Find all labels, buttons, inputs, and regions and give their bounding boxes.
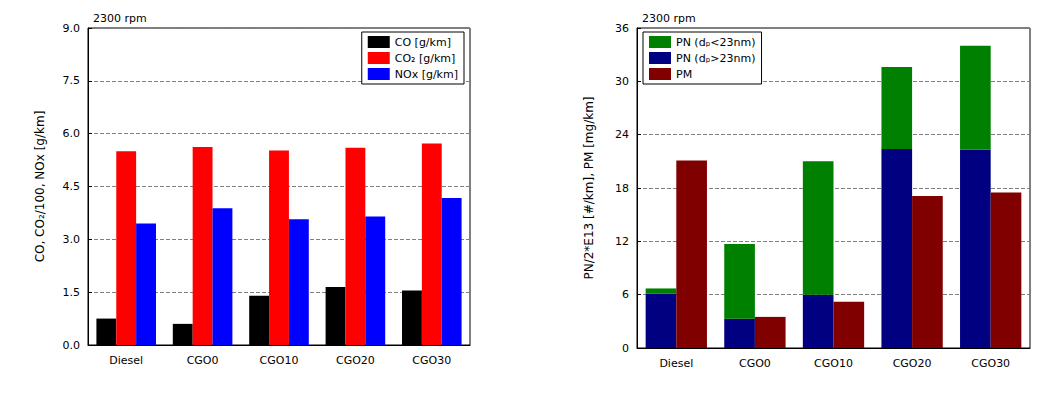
svg-text:6.0: 6.0 (63, 127, 81, 140)
svg-text:36: 36 (615, 22, 629, 35)
svg-text:9.0: 9.0 (63, 22, 81, 35)
svg-text:2300 rpm: 2300 rpm (93, 12, 147, 25)
svg-text:1.5: 1.5 (63, 286, 81, 299)
svg-text:CGO20: CGO20 (893, 357, 932, 370)
svg-text:7.5: 7.5 (63, 74, 81, 87)
svg-text:CO₂ [g/km]: CO₂ [g/km] (395, 52, 456, 65)
svg-text:PN/2*E13 [#/km], PM [mg/km]: PN/2*E13 [#/km], PM [mg/km] (582, 96, 596, 279)
svg-text:CO, CO₂/100, NOx [g/km]: CO, CO₂/100, NOx [g/km] (33, 111, 47, 263)
svg-text:NOx [g/km]: NOx [g/km] (395, 68, 458, 81)
svg-text:0.0: 0.0 (63, 339, 81, 352)
svg-text:30: 30 (615, 75, 629, 88)
svg-text:Diesel: Diesel (659, 357, 693, 370)
svg-text:12: 12 (615, 235, 629, 248)
svg-text:CGO30: CGO30 (971, 357, 1010, 370)
svg-text:CGO0: CGO0 (187, 354, 219, 367)
svg-text:0: 0 (622, 342, 629, 355)
svg-text:6: 6 (622, 288, 629, 301)
svg-text:CO [g/km]: CO [g/km] (395, 36, 451, 49)
svg-text:CGO0: CGO0 (739, 357, 771, 370)
svg-text:2300 rpm: 2300 rpm (642, 12, 696, 25)
svg-text:CGO10: CGO10 (814, 357, 853, 370)
svg-text:CGO20: CGO20 (336, 354, 375, 367)
svg-text:4.5: 4.5 (63, 180, 81, 193)
svg-text:18: 18 (615, 182, 629, 195)
svg-text:CGO10: CGO10 (260, 354, 299, 367)
svg-text:Diesel: Diesel (109, 354, 143, 367)
svg-text:3.0: 3.0 (63, 233, 81, 246)
svg-text:24: 24 (615, 128, 629, 141)
svg-text:PN (dₚ>23nm): PN (dₚ>23nm) (676, 52, 756, 65)
svg-text:PN (dₚ<23nm): PN (dₚ<23nm) (676, 36, 756, 49)
svg-text:CGO30: CGO30 (412, 354, 451, 367)
svg-text:PM: PM (676, 68, 692, 81)
